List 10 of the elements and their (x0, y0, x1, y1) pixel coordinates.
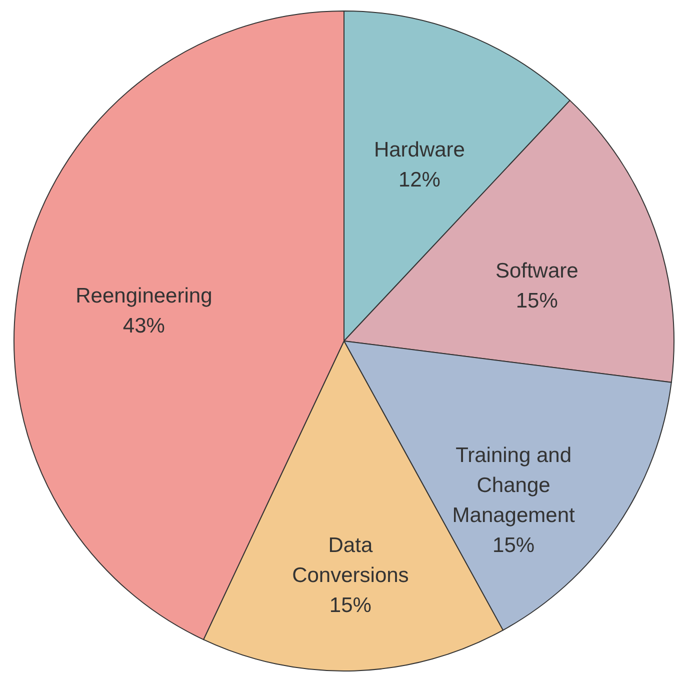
slice-label: Data Conversions (292, 534, 409, 587)
slice-label: Software (495, 260, 578, 283)
data-label: 43% (122, 314, 165, 338)
slice-label: Reengineering (76, 284, 212, 308)
data-label: 15% (329, 594, 372, 617)
data-label: 12% (398, 168, 440, 192)
data-label: 15% (516, 290, 558, 313)
data-label: 15% (492, 534, 535, 558)
slice-label: Training and Change Management (452, 444, 576, 528)
slice-label: Hardware (374, 138, 465, 162)
